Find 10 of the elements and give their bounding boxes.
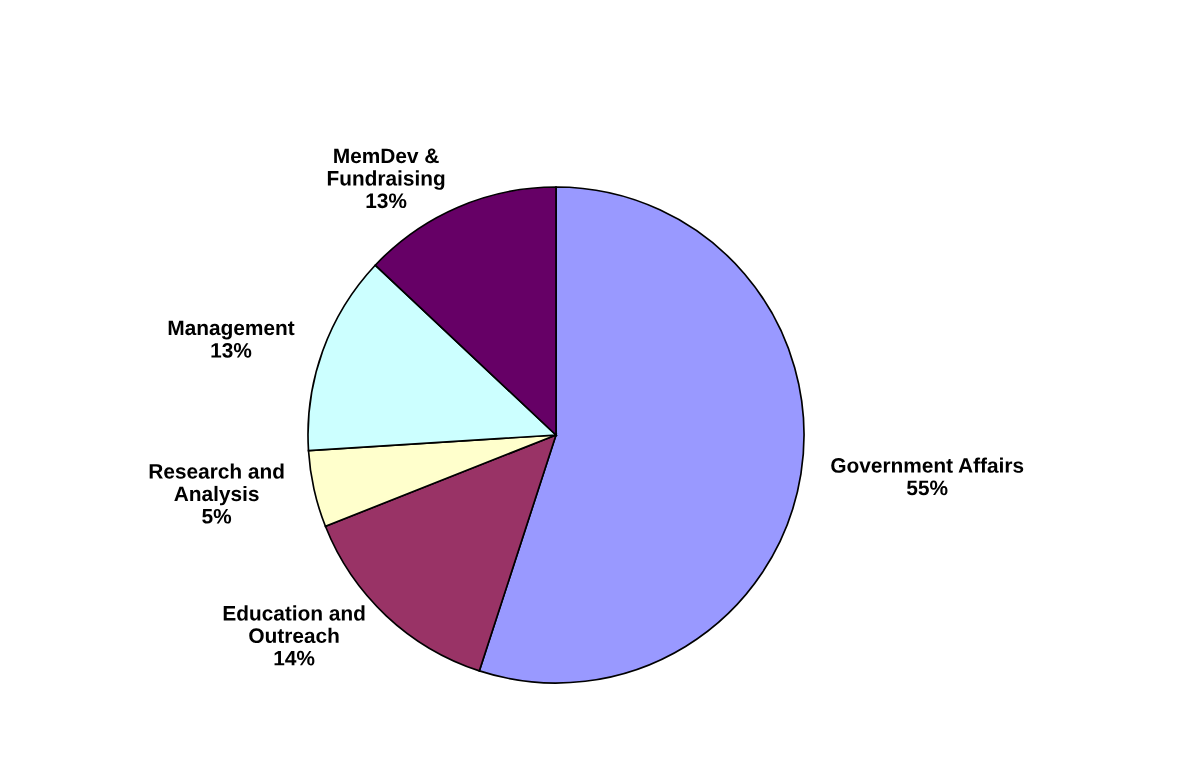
slice-label: Government Affairs — [831, 457, 1024, 473]
data-label: 14% — [274, 650, 315, 666]
data-label: 55% — [906, 480, 948, 496]
slice-label: Management — [168, 320, 295, 340]
data-label: 5% — [202, 508, 232, 524]
slice-label: Research and Analysis — [149, 463, 284, 506]
data-label: 13% — [366, 193, 407, 209]
slice-label: MemDev & Fundraising — [327, 148, 445, 190]
data-label: 13% — [211, 342, 252, 358]
slice-label: Education and Outreach — [223, 605, 365, 644]
